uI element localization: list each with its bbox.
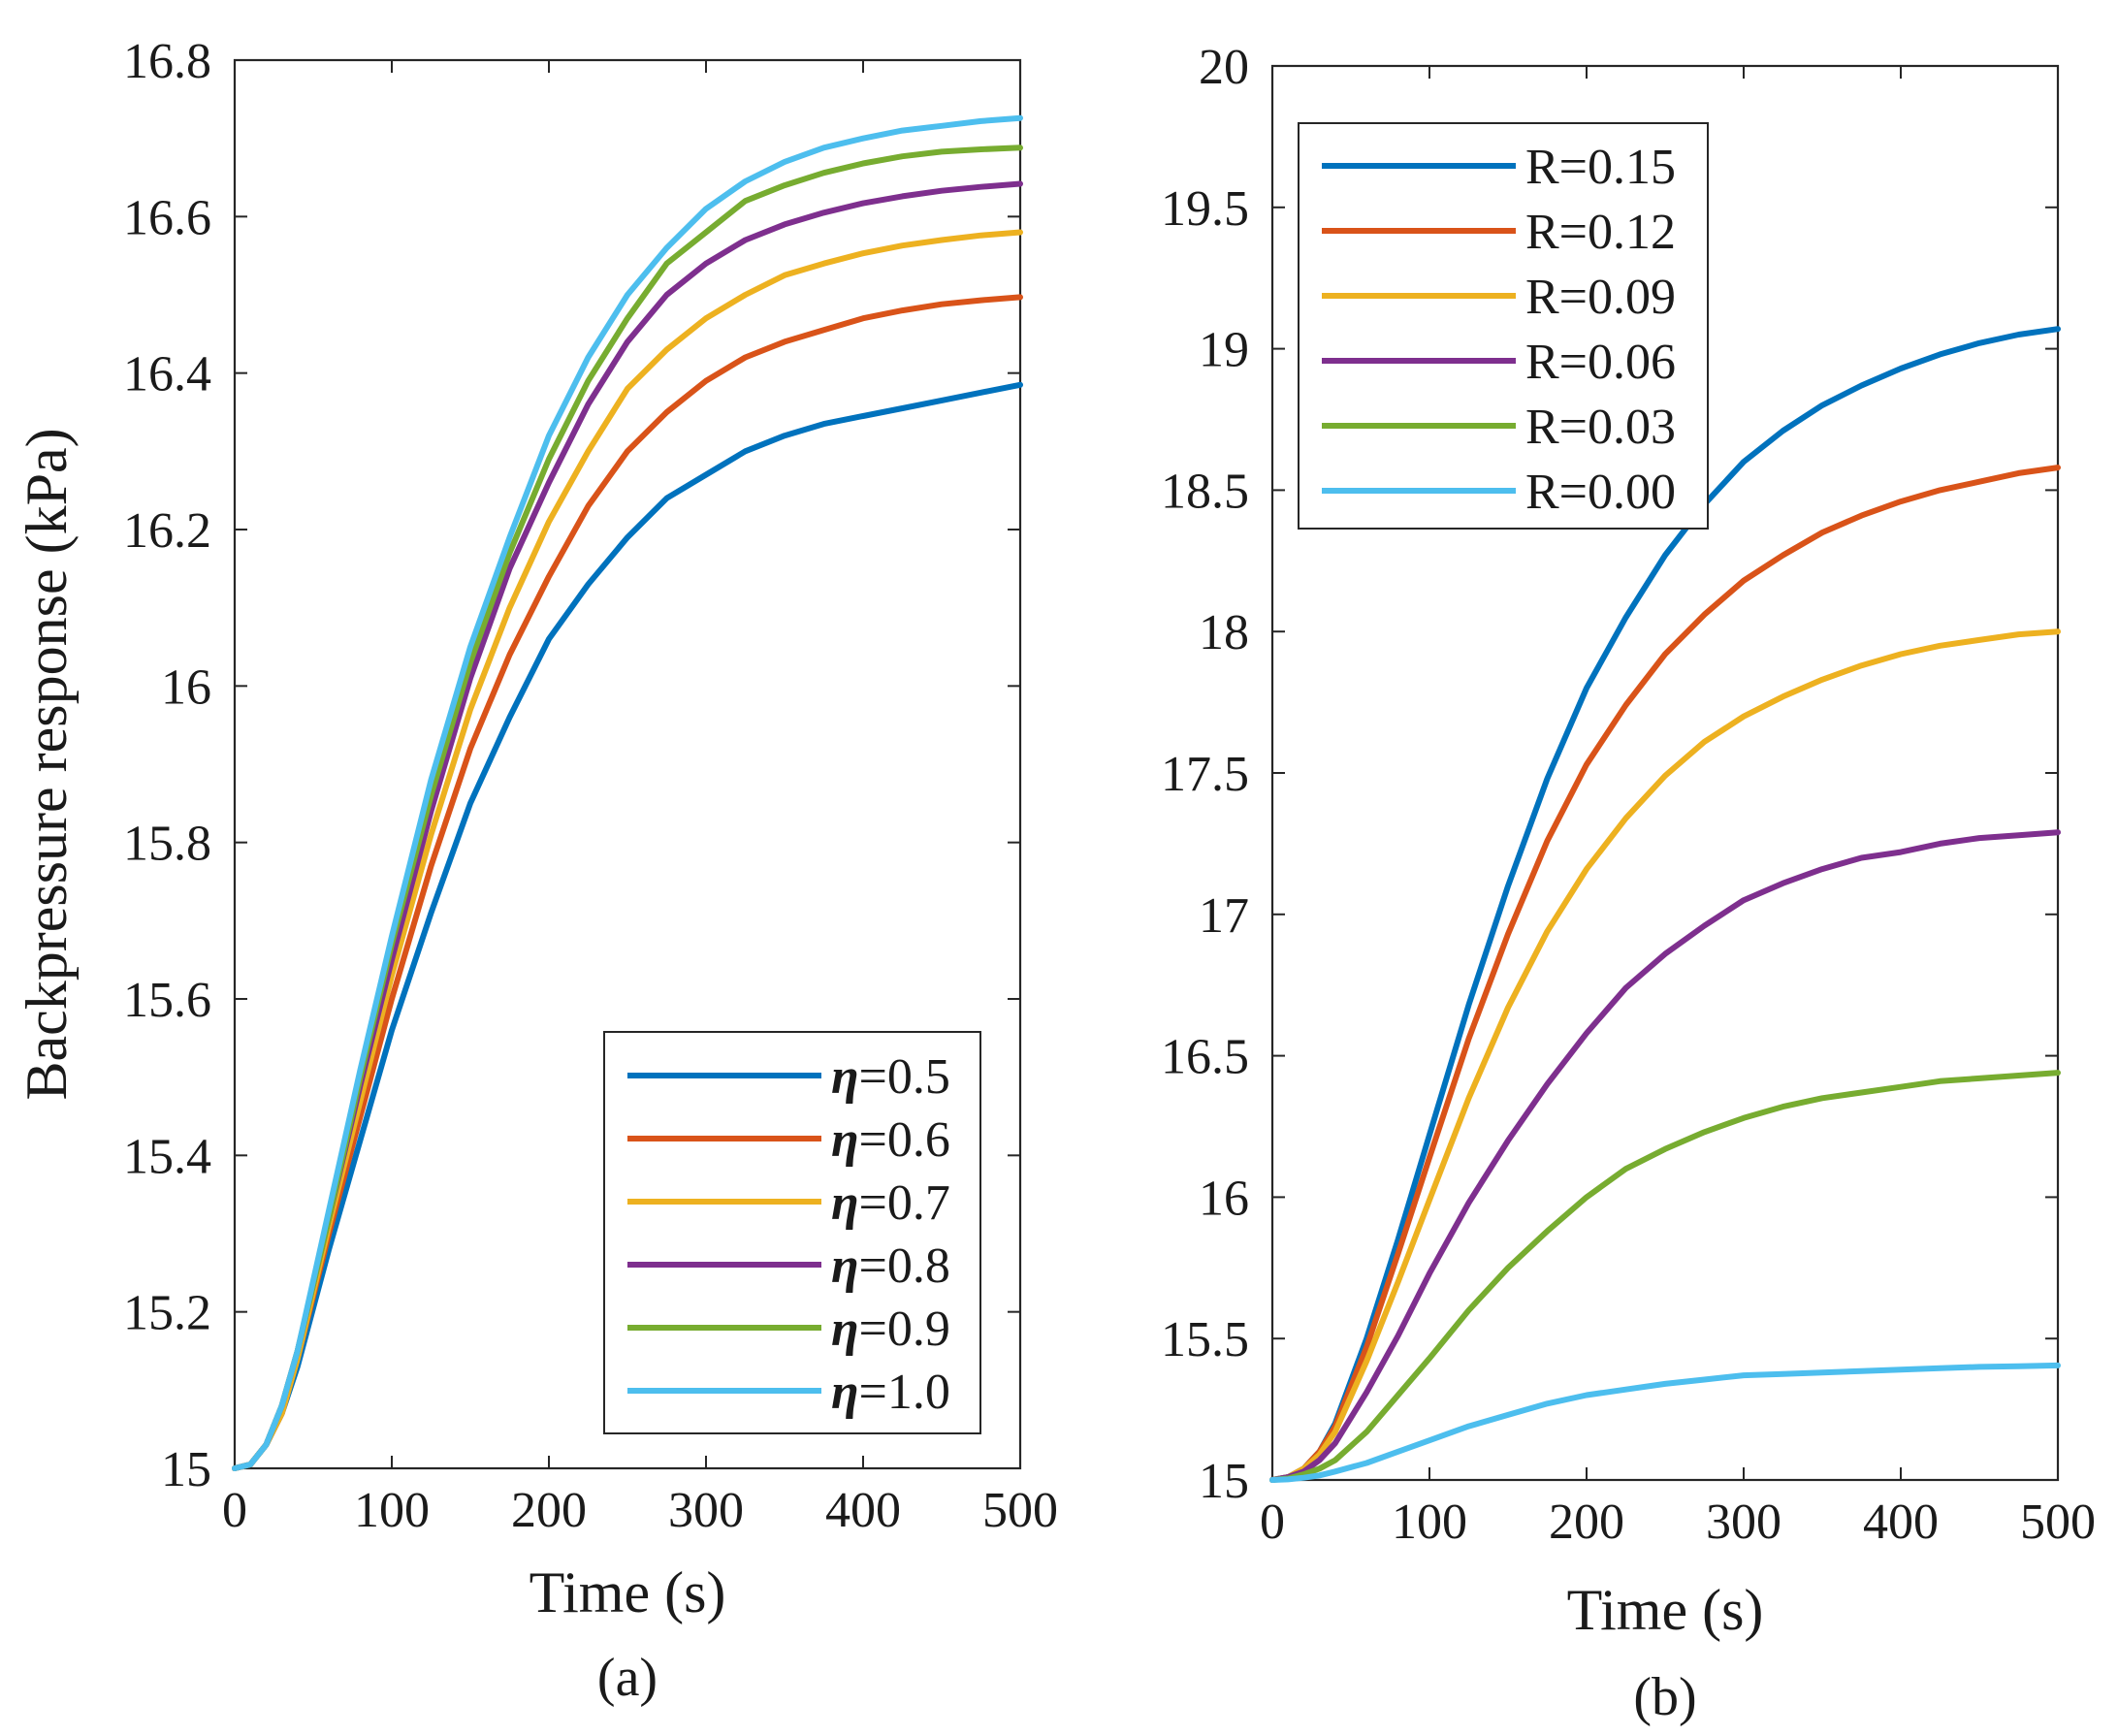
legend-entry: η=0.6	[831, 1112, 950, 1168]
legend-entry: η=0.5	[831, 1049, 950, 1105]
y-tick-label: 15.6	[123, 973, 211, 1028]
y-tick-label: 15.8	[123, 817, 211, 872]
legend-entry: R=0.06	[1525, 335, 1676, 390]
y-tick-label: 17.5	[1161, 747, 1249, 802]
panel-label: (b)	[1633, 1667, 1696, 1727]
legend-label: =1.0	[859, 1365, 950, 1420]
series-line-4	[1269, 1070, 2061, 1483]
legend-eta-symbol: η	[831, 1238, 859, 1294]
y-tick-label: 16	[161, 659, 211, 715]
y-tick-label: 15.2	[123, 1286, 211, 1341]
y-tick-label: 15.5	[1161, 1312, 1249, 1367]
legend-eta-symbol: η	[831, 1365, 859, 1420]
legend-entry: R=0.09	[1525, 270, 1676, 325]
y-tick-label: 15.4	[123, 1129, 211, 1184]
chart-b: 0 100 200 300 400 500 15 15.5 16 16.5 17 17.5 18 18.5…	[1161, 40, 2096, 1727]
series-line-5	[1269, 1362, 2061, 1483]
y-tick-label: 15	[1199, 1454, 1249, 1509]
legend-label: R=0.12	[1525, 205, 1676, 260]
legend-entry: R=0.03	[1525, 400, 1676, 455]
legend-label: =0.6	[859, 1112, 950, 1168]
y-tick-label: 16.8	[123, 34, 211, 89]
legend-label: =0.5	[859, 1049, 950, 1105]
y-tick-label: 15	[161, 1442, 211, 1497]
x-tick-label: 100	[1392, 1495, 1467, 1550]
x-tick-label: 400	[1863, 1495, 1939, 1550]
panel-label: (a)	[597, 1648, 658, 1708]
x-tick-label: 300	[668, 1483, 744, 1538]
legend-entry: R=0.00	[1525, 465, 1676, 520]
legend-entry: η=1.0	[831, 1365, 950, 1420]
legend-box	[603, 1031, 981, 1434]
y-tick-label: 18.5	[1161, 464, 1249, 519]
y-tick-label: 16.6	[123, 190, 211, 245]
x-tick-label: 200	[511, 1483, 587, 1538]
legend-eta-symbol: η	[831, 1175, 859, 1231]
legend-label: =0.7	[859, 1175, 950, 1231]
legend-label: R=0.00	[1525, 465, 1676, 520]
y-tick-label: 16.4	[123, 347, 211, 402]
legend-label: R=0.03	[1525, 400, 1676, 455]
x-tick-label: 500	[982, 1483, 1058, 1538]
x-tick-label: 300	[1706, 1495, 1781, 1550]
plot-frame	[233, 58, 1022, 1470]
series-line-3	[1269, 829, 2061, 1483]
legend-entry: η=0.8	[831, 1238, 950, 1294]
legend-box	[1298, 122, 1709, 530]
y-tick-label: 16	[1199, 1171, 1249, 1226]
x-tick-label: 200	[1549, 1495, 1624, 1550]
series-line-1	[1269, 465, 2061, 1483]
y-axis-label: Backpressure response (kPa)	[15, 428, 79, 1100]
series-line-5	[232, 114, 1023, 1471]
x-axis-label: Time (s)	[530, 1560, 726, 1624]
legend-label: =0.8	[859, 1238, 950, 1294]
legend-entry: R=0.15	[1525, 140, 1676, 195]
legend-eta-symbol: η	[831, 1049, 859, 1105]
x-tick-label: 0	[222, 1483, 247, 1538]
y-tick-label: 20	[1199, 40, 1249, 95]
legend-label: R=0.09	[1525, 270, 1676, 325]
x-axis-label: Time (s)	[1567, 1578, 1764, 1642]
y-tick-label: 19	[1199, 323, 1249, 378]
legend-label: R=0.06	[1525, 335, 1676, 390]
legend-entry: η=0.9	[831, 1302, 950, 1357]
y-tick-label: 19.5	[1161, 181, 1249, 237]
legend-eta-symbol: η	[831, 1112, 859, 1168]
y-tick-label: 16.2	[123, 503, 211, 559]
y-tick-label: 18	[1199, 605, 1249, 660]
y-tick-label: 17	[1199, 888, 1249, 944]
legend-entry: η=0.7	[831, 1175, 950, 1231]
legend-eta-symbol: η	[831, 1302, 859, 1357]
x-tick-label: 100	[354, 1483, 430, 1538]
legend-label: R=0.15	[1525, 140, 1676, 195]
legend-entry: R=0.12	[1525, 205, 1676, 260]
x-tick-label: 400	[825, 1483, 901, 1538]
chart-a: 0 100 200 300 400 500 15 15.2 15.4 15.6 15.8 16 16.2…	[15, 34, 1058, 1708]
legend-label: =0.9	[859, 1302, 950, 1357]
x-tick-label: 0	[1260, 1495, 1285, 1550]
series-line-2	[1269, 628, 2061, 1483]
y-tick-label: 16.5	[1161, 1030, 1249, 1085]
x-tick-label: 500	[2020, 1495, 2096, 1550]
